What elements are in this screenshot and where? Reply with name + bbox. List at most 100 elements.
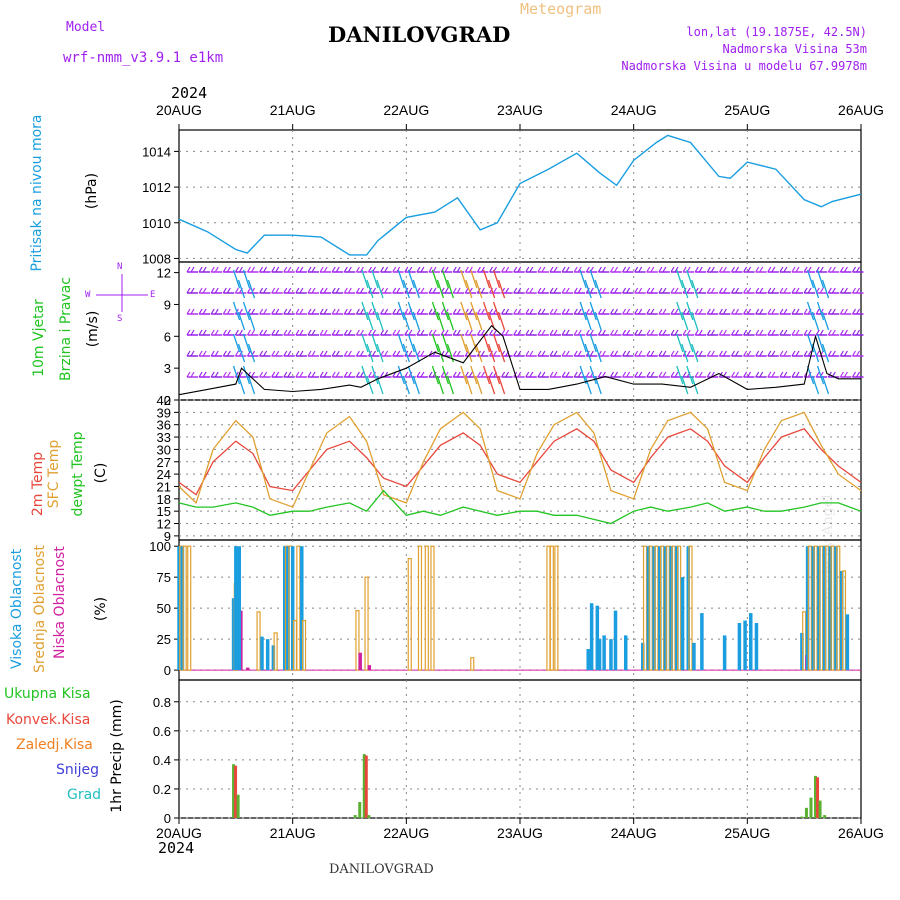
wind-barb-flag xyxy=(529,329,534,336)
temp-ytick-label: 36 xyxy=(157,418,171,433)
wind-barb-flag xyxy=(565,287,570,294)
wind-arrow xyxy=(497,279,506,299)
wind-barb-flag xyxy=(718,266,723,273)
wind-barb-flag xyxy=(553,308,558,315)
wind-barb-flag xyxy=(634,329,639,336)
wind-barb-flag xyxy=(573,287,578,294)
wind-barb-flag xyxy=(807,287,812,294)
temp-ytick-label: 39 xyxy=(157,405,171,420)
wind-barb-flag xyxy=(529,266,534,273)
wind-barb-flag xyxy=(803,350,808,357)
wind-barb-flag xyxy=(275,266,280,273)
wind-barb-flag xyxy=(480,350,485,357)
wind-barb-flag xyxy=(456,371,461,378)
wind-arrow xyxy=(482,365,491,385)
wind-barb-flag xyxy=(537,266,542,273)
wind-barb-flag xyxy=(444,287,449,294)
wind-barb-flag xyxy=(771,308,776,315)
wind-barb-flag xyxy=(734,329,740,336)
wind-barb-flag xyxy=(529,371,534,378)
high-cloud-bar xyxy=(646,546,651,671)
wind-barb-flag xyxy=(480,329,485,336)
wind-barb-flag xyxy=(755,371,760,378)
wind-barb-flag xyxy=(371,329,377,336)
wind-arrow xyxy=(475,375,483,395)
wind-barb-flag xyxy=(250,329,256,336)
bottom-day-label: 24AUG xyxy=(611,825,657,841)
wind-barb-flag xyxy=(307,371,312,378)
wind-barb-flag xyxy=(549,371,554,378)
wind-barb-flag xyxy=(408,371,413,378)
wind-barb-flag xyxy=(767,329,772,336)
wind-barb-flag xyxy=(670,266,675,273)
wind-barb-flag xyxy=(444,266,449,273)
pressure-ytick-label: 1010 xyxy=(142,216,171,231)
wind-barb-flag xyxy=(565,308,570,315)
pressure-unit-label: (hPa) xyxy=(84,172,100,210)
wind-barb-flag xyxy=(392,308,397,315)
wind-barb-flag xyxy=(622,266,627,273)
wind-barb-flag xyxy=(335,266,340,273)
high-cloud-bar xyxy=(613,610,618,671)
wind-barb-flag xyxy=(428,308,433,315)
wind-barb-flag xyxy=(827,329,832,336)
wind-barb-flag xyxy=(367,266,373,273)
cloud-ytick-label: 25 xyxy=(157,632,171,647)
total-precip-bar xyxy=(800,816,804,818)
high-cloud-bar xyxy=(589,603,594,671)
wind-barb-flag xyxy=(476,329,481,336)
high-cloud-bar xyxy=(602,635,606,671)
wind-arrow xyxy=(237,311,246,331)
wind-arrow xyxy=(492,269,501,289)
wind-barb-flag xyxy=(819,329,824,336)
wind-arrow xyxy=(482,333,491,353)
wind-barb-flag xyxy=(670,287,675,294)
wind-barb-flag xyxy=(505,329,510,336)
wind-arrow xyxy=(431,365,440,385)
wind-arrow xyxy=(691,343,699,363)
wind-barb-flag xyxy=(783,287,788,294)
wind-barb-flag xyxy=(488,371,494,378)
total-precip-bar xyxy=(823,815,827,818)
wind-barb-flag xyxy=(335,287,340,294)
wind-barb-flag xyxy=(855,371,861,378)
wind-barb-flag xyxy=(791,308,796,315)
wind-barb-flag xyxy=(734,371,740,378)
wind-barb-flag xyxy=(783,329,788,336)
temp-2m-line xyxy=(178,428,862,496)
wind-barb-flag xyxy=(743,350,748,357)
wind-barb-flag xyxy=(505,308,510,315)
compass-north: N xyxy=(117,262,123,272)
wind-barb-flag xyxy=(404,266,409,273)
pressure-line xyxy=(178,134,862,256)
wind-barb-flag xyxy=(674,371,679,378)
wind-barb-flag xyxy=(601,329,606,336)
mid-cloud-bar xyxy=(841,570,847,671)
wind-barb-flag xyxy=(222,350,227,357)
mid-cloud-bar xyxy=(417,545,423,671)
wind-barb-flag xyxy=(670,350,675,357)
wind-barb-flag xyxy=(743,329,748,336)
temp-ytick-label: 30 xyxy=(157,442,171,457)
wind-barbs-group xyxy=(186,266,864,395)
wind-barb-flag xyxy=(275,371,280,378)
high-cloud-bar xyxy=(669,546,673,671)
wind-barb-flag xyxy=(347,350,352,357)
wind-barb-flag xyxy=(662,266,667,273)
wind-barb-flag xyxy=(323,266,328,273)
wind-barb-flag xyxy=(432,287,437,294)
wind-barb-flag xyxy=(202,308,207,315)
temp-ytick-label: 21 xyxy=(157,479,171,494)
wind-barb-flag xyxy=(210,308,215,315)
wind-barb-flag xyxy=(843,266,848,273)
high-cloud-bar xyxy=(658,546,662,671)
mid-cloud-bar xyxy=(665,545,670,671)
wind-arrow xyxy=(482,301,491,321)
wind-arrow xyxy=(691,279,699,299)
wind-arrow xyxy=(232,269,241,289)
wind-barb-flag xyxy=(755,350,760,357)
wind-barb-flag xyxy=(839,329,844,336)
wind-barb-flag xyxy=(416,266,421,273)
wind-barb-flag xyxy=(283,308,288,315)
wind-barb-flag xyxy=(759,371,764,378)
